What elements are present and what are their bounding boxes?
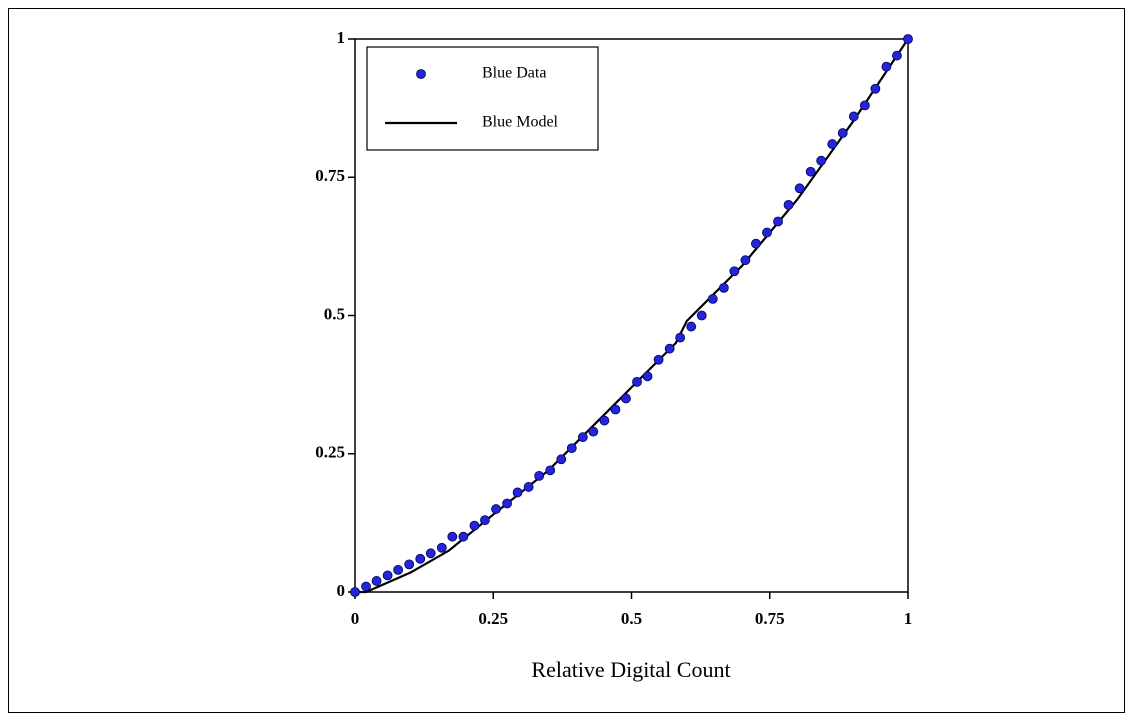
data-point bbox=[783, 199, 794, 210]
data-point bbox=[371, 576, 382, 586]
data-point bbox=[458, 531, 469, 542]
x-tick-label: 0.25 bbox=[478, 609, 508, 628]
data-point bbox=[382, 570, 393, 581]
data-point bbox=[773, 216, 783, 227]
data-point bbox=[556, 454, 567, 465]
data-point bbox=[729, 266, 740, 277]
x-tick-label: 0.5 bbox=[621, 609, 642, 628]
data-point bbox=[534, 470, 545, 481]
data-point bbox=[696, 310, 707, 321]
data-point bbox=[762, 227, 772, 238]
y-tick-label: 0 bbox=[337, 581, 346, 600]
data-point bbox=[502, 498, 512, 509]
data-point bbox=[664, 343, 675, 354]
data-point bbox=[350, 587, 360, 597]
data-point bbox=[827, 139, 838, 149]
legend-marker bbox=[416, 69, 426, 79]
data-point bbox=[794, 183, 805, 194]
data-point bbox=[892, 50, 902, 61]
data-point bbox=[491, 504, 501, 514]
legend-box bbox=[366, 46, 599, 151]
y-tick-label: 0.75 bbox=[315, 166, 345, 185]
data-point bbox=[903, 34, 913, 44]
x-axis-label: Relative Digital Count bbox=[531, 657, 730, 682]
data-point bbox=[859, 100, 870, 111]
frame bbox=[8, 8, 1125, 713]
data-point bbox=[881, 61, 892, 72]
data-point bbox=[642, 371, 653, 382]
x-tick-label: 1 bbox=[904, 609, 913, 628]
data-point bbox=[436, 542, 447, 553]
x-tick-label: 0.75 bbox=[755, 609, 785, 628]
data-point bbox=[718, 282, 729, 293]
data-point bbox=[512, 487, 523, 498]
data-point bbox=[621, 393, 631, 404]
y-tick-label: 1 bbox=[337, 28, 346, 47]
data-point bbox=[545, 465, 556, 476]
data-point bbox=[469, 520, 480, 531]
data-point bbox=[577, 432, 588, 443]
data-point bbox=[870, 83, 881, 94]
data-point bbox=[566, 443, 577, 454]
data-point bbox=[599, 415, 610, 426]
y-tick-label: 0.25 bbox=[315, 443, 345, 462]
data-point bbox=[632, 376, 642, 387]
data-point bbox=[588, 426, 599, 437]
data-point bbox=[740, 255, 751, 266]
x-tick-label: 0 bbox=[351, 609, 360, 628]
legend-label: Blue Model bbox=[482, 114, 559, 131]
data-point bbox=[404, 559, 415, 570]
legend-label: Blue Data bbox=[482, 65, 546, 82]
data-point bbox=[425, 548, 436, 559]
data-point bbox=[393, 564, 404, 575]
data-point bbox=[816, 155, 827, 166]
data-point bbox=[361, 581, 371, 592]
data-point bbox=[415, 553, 426, 564]
data-point bbox=[848, 111, 859, 122]
data-point bbox=[480, 515, 490, 526]
data-point bbox=[686, 321, 697, 332]
data-point bbox=[675, 332, 686, 343]
model-line bbox=[355, 38, 909, 594]
y-tick-label: 0.5 bbox=[324, 304, 345, 323]
data-point bbox=[707, 294, 718, 304]
data-point bbox=[523, 482, 534, 492]
data-point bbox=[610, 404, 621, 415]
data-point bbox=[805, 166, 816, 177]
data-point bbox=[653, 354, 664, 365]
data-point bbox=[751, 238, 761, 249]
data-point bbox=[447, 531, 458, 542]
data-point bbox=[837, 128, 848, 138]
